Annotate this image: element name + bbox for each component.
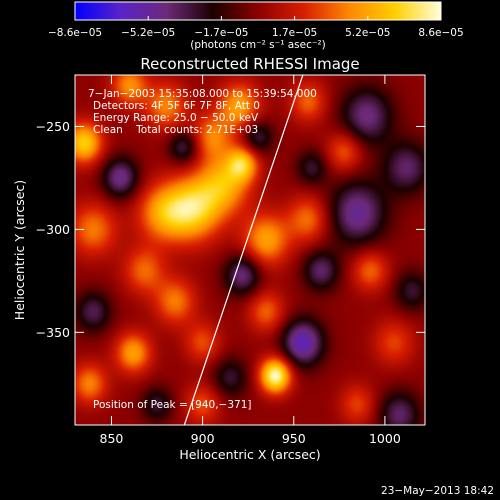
annotation-energy-range: Energy Range: 25.0 − 50.0 keV — [93, 112, 259, 124]
chart-title: Reconstructed RHESSI Image — [140, 55, 359, 73]
generation-timestamp: 23−May−2013 18:42 — [381, 485, 494, 497]
x-axis-ticks: 850 900 950 1000 — [100, 75, 401, 446]
colorbar-tick-label: −8.6e−05 — [48, 27, 102, 39]
plot-area: 850 900 950 1000 −250 −300 −350 7−Jan−2003 15… — [36, 74, 426, 446]
colorbar-unit-label: (photons cm⁻² s⁻¹ asec⁻²) — [190, 39, 325, 51]
y-tick-label: −300 — [36, 222, 70, 237]
heatmap-image — [75, 75, 425, 425]
solar-limb-line — [183, 75, 304, 425]
y-tick-label: −250 — [36, 119, 70, 134]
x-tick-label: 850 — [100, 431, 124, 446]
colorbar-gradient — [74, 1, 442, 21]
colorbar-tick-label: 1.7e−05 — [272, 27, 317, 39]
x-axis-label: Heliocentric X (arcsec) — [179, 447, 320, 462]
colorbar-tick-label: −1.7e−05 — [194, 27, 248, 39]
plot-frame — [74, 74, 426, 426]
colorbar-tick-label: 5.2e−05 — [345, 27, 390, 39]
annotation-detectors: Detectors: 4F 5F 6F 7F 8F, Att 0 — [93, 100, 260, 112]
colorbar-tick-label: 8.6e−05 — [418, 27, 463, 39]
y-tick-label: −350 — [36, 325, 70, 340]
y-axis-ticks: −250 −300 −350 — [36, 119, 425, 340]
y-axis-label: Heliocentric Y (arcsec) — [12, 180, 27, 320]
annotation-total-counts: Clean Total counts: 2.71E+03 — [93, 124, 258, 136]
colorbar-tick-label: −5.2e−05 — [121, 27, 175, 39]
annotation-peak-position: Position of Peak = [940,−371] — [93, 399, 252, 411]
annotation-time-range: 7−Jan−2003 15:35:08.000 to 15:39:54.000 — [88, 88, 317, 100]
x-tick-label: 900 — [191, 431, 215, 446]
colorbar-ticks: −8.6e−05 −5.2e−05 −1.7e−05 1.7e−05 5.2e−05 8.… — [48, 16, 464, 39]
x-tick-label: 1000 — [369, 431, 401, 446]
colorbar: −8.6e−05 −5.2e−05 −1.7e−05 1.7e−05 5.2e−05 8.… — [48, 1, 464, 51]
x-tick-label: 950 — [282, 431, 306, 446]
